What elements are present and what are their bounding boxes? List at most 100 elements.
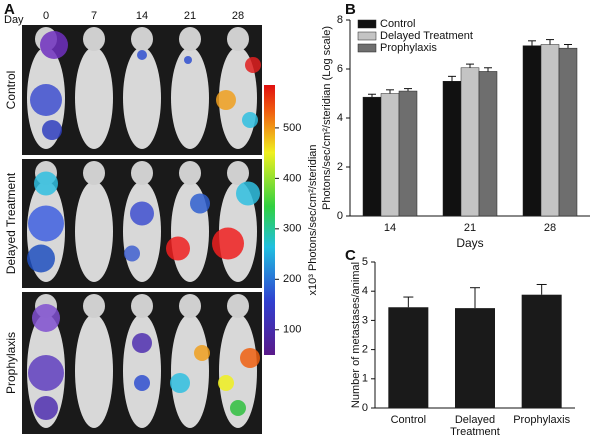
legend-label: Prophylaxis [380, 42, 437, 54]
legend-swatch [357, 31, 377, 41]
day-label: 14 [136, 10, 148, 22]
mouse [75, 314, 113, 428]
y-tick-label: 0 [362, 402, 368, 414]
mouse-head [227, 294, 249, 318]
signal [124, 245, 140, 262]
colorbar-tick-label: 300 [283, 223, 301, 235]
colorbar-tick-label: 500 [283, 122, 301, 134]
x-tick-label: 21 [464, 222, 476, 234]
day-label: 28 [232, 10, 244, 22]
x-tick-label: 28 [544, 222, 556, 234]
y-axis-label: Photons/sec/cm²/steridian (Log scale) [321, 26, 333, 210]
legend-swatch [357, 43, 377, 53]
y-tick-label: 4 [362, 285, 368, 297]
bar [455, 308, 495, 408]
signal [32, 304, 60, 332]
signal [28, 205, 64, 242]
mouse-head [179, 27, 201, 51]
y-tick-label: 3 [362, 314, 368, 326]
signal [132, 333, 152, 353]
signal [28, 355, 64, 391]
mouse-head [131, 27, 153, 51]
bar [540, 44, 560, 217]
panel-label: A [4, 1, 15, 18]
mouse [75, 181, 113, 282]
signal [27, 244, 55, 273]
mouse-head [179, 161, 201, 185]
signal [166, 236, 190, 261]
y-tick-label: 0 [337, 210, 343, 222]
y-tick-label: 2 [362, 344, 368, 356]
panel-label: C [345, 247, 356, 264]
x-tick-label: Delayed Treatment [450, 414, 500, 438]
y-tick-label: 8 [337, 14, 343, 26]
bar [388, 307, 429, 408]
mouse-head [83, 294, 105, 318]
row-label: Control [4, 71, 18, 110]
signal [134, 375, 150, 391]
mouse-head [179, 294, 201, 318]
day-label: 21 [184, 10, 196, 22]
mouse [171, 47, 209, 149]
signal [137, 50, 147, 60]
bar [558, 47, 578, 217]
signal [34, 396, 58, 420]
day-label: 7 [91, 10, 97, 22]
signal [130, 201, 154, 226]
mouse-head [227, 161, 249, 185]
signal [242, 112, 258, 128]
signal [184, 56, 192, 64]
signal [194, 345, 210, 361]
signal [218, 375, 234, 391]
day-label: 0 [43, 10, 49, 22]
bar [460, 67, 480, 217]
mouse-head [131, 294, 153, 318]
colorbar-tick-label: 200 [283, 273, 301, 285]
panel-label: B [345, 1, 356, 18]
mouse-head [83, 161, 105, 185]
signal [230, 400, 246, 416]
signal [240, 348, 260, 368]
signal [236, 181, 260, 206]
y-tick-label: 4 [337, 112, 343, 124]
x-axis-label: Days [456, 236, 483, 250]
signal [245, 57, 261, 73]
bar [362, 96, 382, 217]
row-label: Prophylaxis [4, 332, 18, 394]
mouse [75, 47, 113, 149]
x-tick-label: 14 [384, 222, 396, 234]
legend-label: Control [380, 18, 415, 30]
bar [521, 294, 562, 408]
day-label: Day [4, 14, 24, 26]
mouse [123, 181, 161, 282]
mouse [219, 314, 257, 428]
bar [380, 93, 400, 217]
mouse-head [83, 27, 105, 51]
colorbar-tick-label: 100 [283, 324, 301, 336]
bar [478, 71, 498, 217]
bar [398, 90, 418, 217]
mouse-head [131, 161, 153, 185]
row-label: Delayed Treatment [4, 172, 18, 274]
x-tick-label: Control [390, 414, 427, 426]
colorbar-tick-label: 400 [283, 172, 301, 184]
mouse [171, 314, 209, 428]
legend-swatch [357, 19, 377, 29]
signal [40, 31, 68, 59]
signal [34, 171, 58, 196]
signal [190, 193, 210, 214]
legend-label: Delayed Treatment [380, 30, 473, 42]
y-tick-label: 5 [362, 256, 368, 268]
y-axis-label: Number of metastases/animal [350, 262, 362, 408]
signal [42, 120, 62, 140]
bar [442, 81, 462, 217]
y-tick-label: 6 [337, 63, 343, 75]
y-tick-label: 2 [337, 161, 343, 173]
signal [170, 373, 190, 393]
x-tick-label: Prophylaxis [513, 414, 571, 426]
bar [522, 45, 542, 217]
colorbar [264, 85, 275, 355]
signal [30, 84, 62, 116]
